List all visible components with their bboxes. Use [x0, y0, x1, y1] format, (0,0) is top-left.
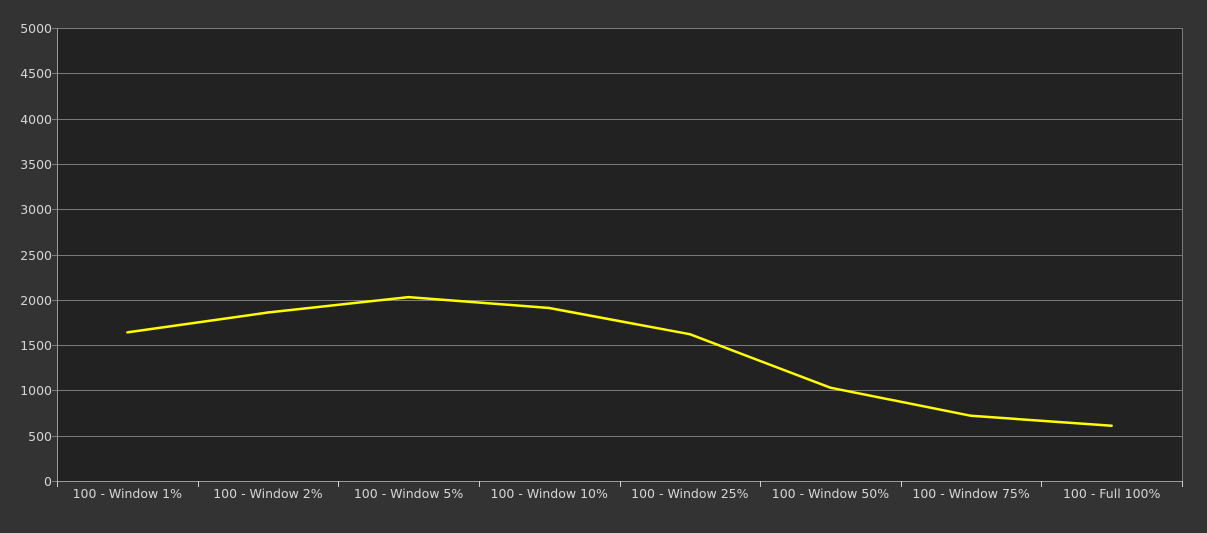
x-tick-label: 100 - Full 100%: [1063, 486, 1161, 501]
y-tick-label: 0: [44, 474, 52, 489]
data-point: [266, 311, 270, 314]
x-tick-label: 100 - Window 50%: [772, 486, 889, 501]
x-tick-label: 100 - Window 1%: [73, 486, 183, 501]
y-tick-label: 1500: [20, 338, 52, 353]
series-line: [127, 295, 1112, 427]
plot-area: [57, 28, 1182, 481]
data-point: [829, 386, 832, 389]
x-tick-label: 100 - Window 5%: [354, 486, 464, 501]
data-point: [547, 306, 551, 310]
data-point: [407, 295, 410, 299]
data-point: [126, 331, 129, 334]
x-tick-label: 100 - Window 75%: [912, 486, 1029, 501]
x-tick-label: 100 - Window 2%: [213, 486, 323, 501]
y-tick-label: 4500: [20, 66, 52, 81]
y-tick-label: 2500: [20, 248, 52, 263]
data-point: [688, 333, 692, 336]
y-tick-label: 2000: [20, 293, 52, 308]
x-tick-label: 100 - Window 25%: [631, 486, 748, 501]
data-point: [969, 414, 973, 417]
y-tick-label: 5000: [20, 21, 52, 36]
x-tick-label: 100 - Window 10%: [491, 486, 608, 501]
y-tick-label: 3500: [20, 157, 52, 172]
y-tick-label: 500: [28, 429, 52, 444]
y-tick-label: 3000: [20, 202, 52, 217]
data-point: [1110, 424, 1113, 427]
y-tick-label: 4000: [20, 112, 52, 127]
y-tick-label: 1000: [20, 383, 52, 398]
